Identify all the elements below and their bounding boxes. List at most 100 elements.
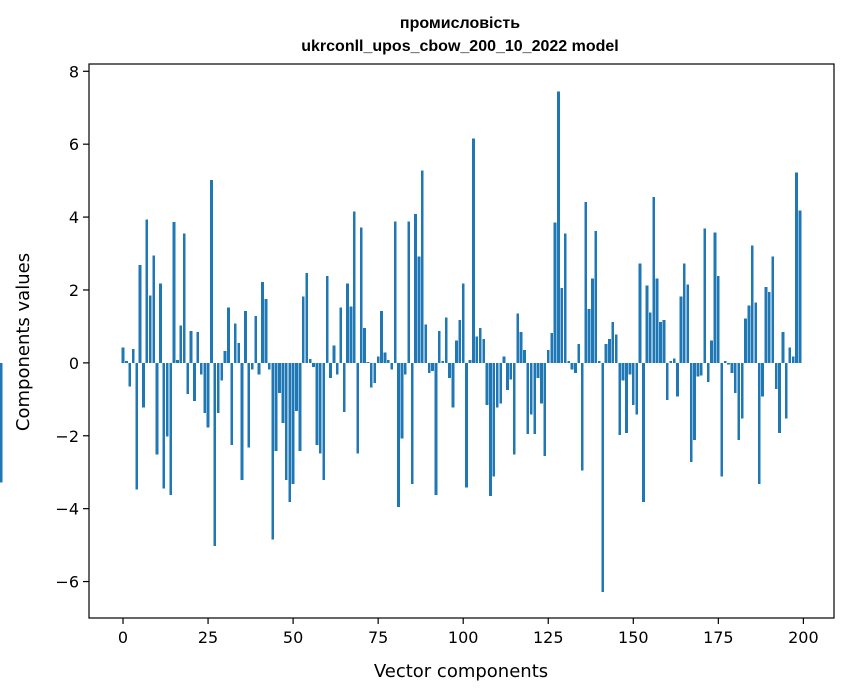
bar xyxy=(264,299,268,363)
bar xyxy=(628,362,632,375)
bar xyxy=(363,328,366,363)
bar xyxy=(332,345,336,363)
bar xyxy=(492,362,496,477)
bar xyxy=(448,362,451,379)
bar xyxy=(631,362,635,405)
bar xyxy=(441,361,445,363)
bar xyxy=(601,362,605,592)
bar xyxy=(250,362,254,370)
bar xyxy=(584,201,588,363)
bar xyxy=(594,230,598,363)
bar xyxy=(393,221,397,363)
bar xyxy=(0,362,3,483)
x-tick-label: 125 xyxy=(533,628,564,647)
bar xyxy=(526,362,530,434)
bar xyxy=(557,91,560,363)
bar-series xyxy=(0,91,802,592)
bar xyxy=(176,359,179,363)
bar xyxy=(764,287,768,363)
y-tick-label: 8 xyxy=(69,62,79,81)
bar xyxy=(142,362,145,408)
bar xyxy=(625,362,628,433)
bar xyxy=(482,339,485,363)
bar xyxy=(495,362,499,408)
x-tick-label: 75 xyxy=(368,628,388,647)
bar xyxy=(247,362,251,448)
bar xyxy=(145,219,149,363)
bar xyxy=(597,361,601,363)
bar xyxy=(570,362,574,370)
bar xyxy=(655,278,659,363)
bar xyxy=(288,362,292,503)
bar xyxy=(152,255,155,363)
bar xyxy=(125,361,128,363)
bar xyxy=(733,362,737,393)
bar xyxy=(458,319,462,363)
bar xyxy=(744,318,747,363)
bar xyxy=(757,362,761,484)
bar xyxy=(193,362,196,402)
bar xyxy=(529,362,533,415)
x-tick-label: 25 xyxy=(198,628,218,647)
bar xyxy=(546,350,550,363)
bar xyxy=(325,276,329,363)
bar xyxy=(121,347,125,363)
bar xyxy=(679,296,683,363)
y-tick-label: 2 xyxy=(69,281,79,300)
bar xyxy=(771,256,775,363)
bar xyxy=(444,317,448,363)
y-tick-label: 6 xyxy=(69,135,79,154)
chart-subtitle: ukrconll_upos_cbow_200_10_2022 model xyxy=(301,38,618,55)
bar xyxy=(322,362,326,481)
bar xyxy=(335,362,339,375)
bar xyxy=(750,245,754,363)
bar xyxy=(645,285,649,363)
bar xyxy=(376,356,380,363)
bar xyxy=(523,350,526,363)
y-tick-label: 0 xyxy=(69,354,79,373)
bar xyxy=(135,362,138,490)
bar xyxy=(278,362,281,393)
bar xyxy=(468,359,472,363)
bar xyxy=(206,362,210,428)
bar xyxy=(703,228,707,363)
bar xyxy=(727,362,730,365)
bar xyxy=(747,305,751,363)
bar xyxy=(785,362,788,419)
bar xyxy=(723,361,727,363)
bar xyxy=(359,227,363,363)
bar xyxy=(244,311,247,363)
bar xyxy=(220,362,224,381)
bar xyxy=(502,356,506,363)
bar xyxy=(540,362,543,404)
bar xyxy=(186,362,190,394)
bar xyxy=(227,307,230,363)
bar xyxy=(308,359,312,363)
bar xyxy=(271,362,275,540)
bar xyxy=(506,362,509,391)
bar xyxy=(421,170,424,363)
bar xyxy=(560,288,564,363)
bar xyxy=(638,263,642,363)
bar xyxy=(591,278,594,363)
bar xyxy=(485,362,489,405)
x-tick-label: 150 xyxy=(618,628,649,647)
bar xyxy=(312,362,315,368)
bar xyxy=(315,362,319,445)
bar xyxy=(380,311,383,363)
bar xyxy=(210,179,213,363)
bar xyxy=(434,362,438,495)
x-tick-label: 175 xyxy=(703,628,734,647)
bar xyxy=(131,349,135,363)
bar xyxy=(563,233,567,363)
y-tick-label: −4 xyxy=(55,500,79,519)
bar xyxy=(305,272,309,363)
bar xyxy=(543,362,547,456)
bar xyxy=(165,362,169,437)
bar xyxy=(339,307,343,363)
bar xyxy=(373,362,377,383)
bar xyxy=(659,322,662,363)
bar xyxy=(138,265,142,363)
bar xyxy=(672,358,676,363)
